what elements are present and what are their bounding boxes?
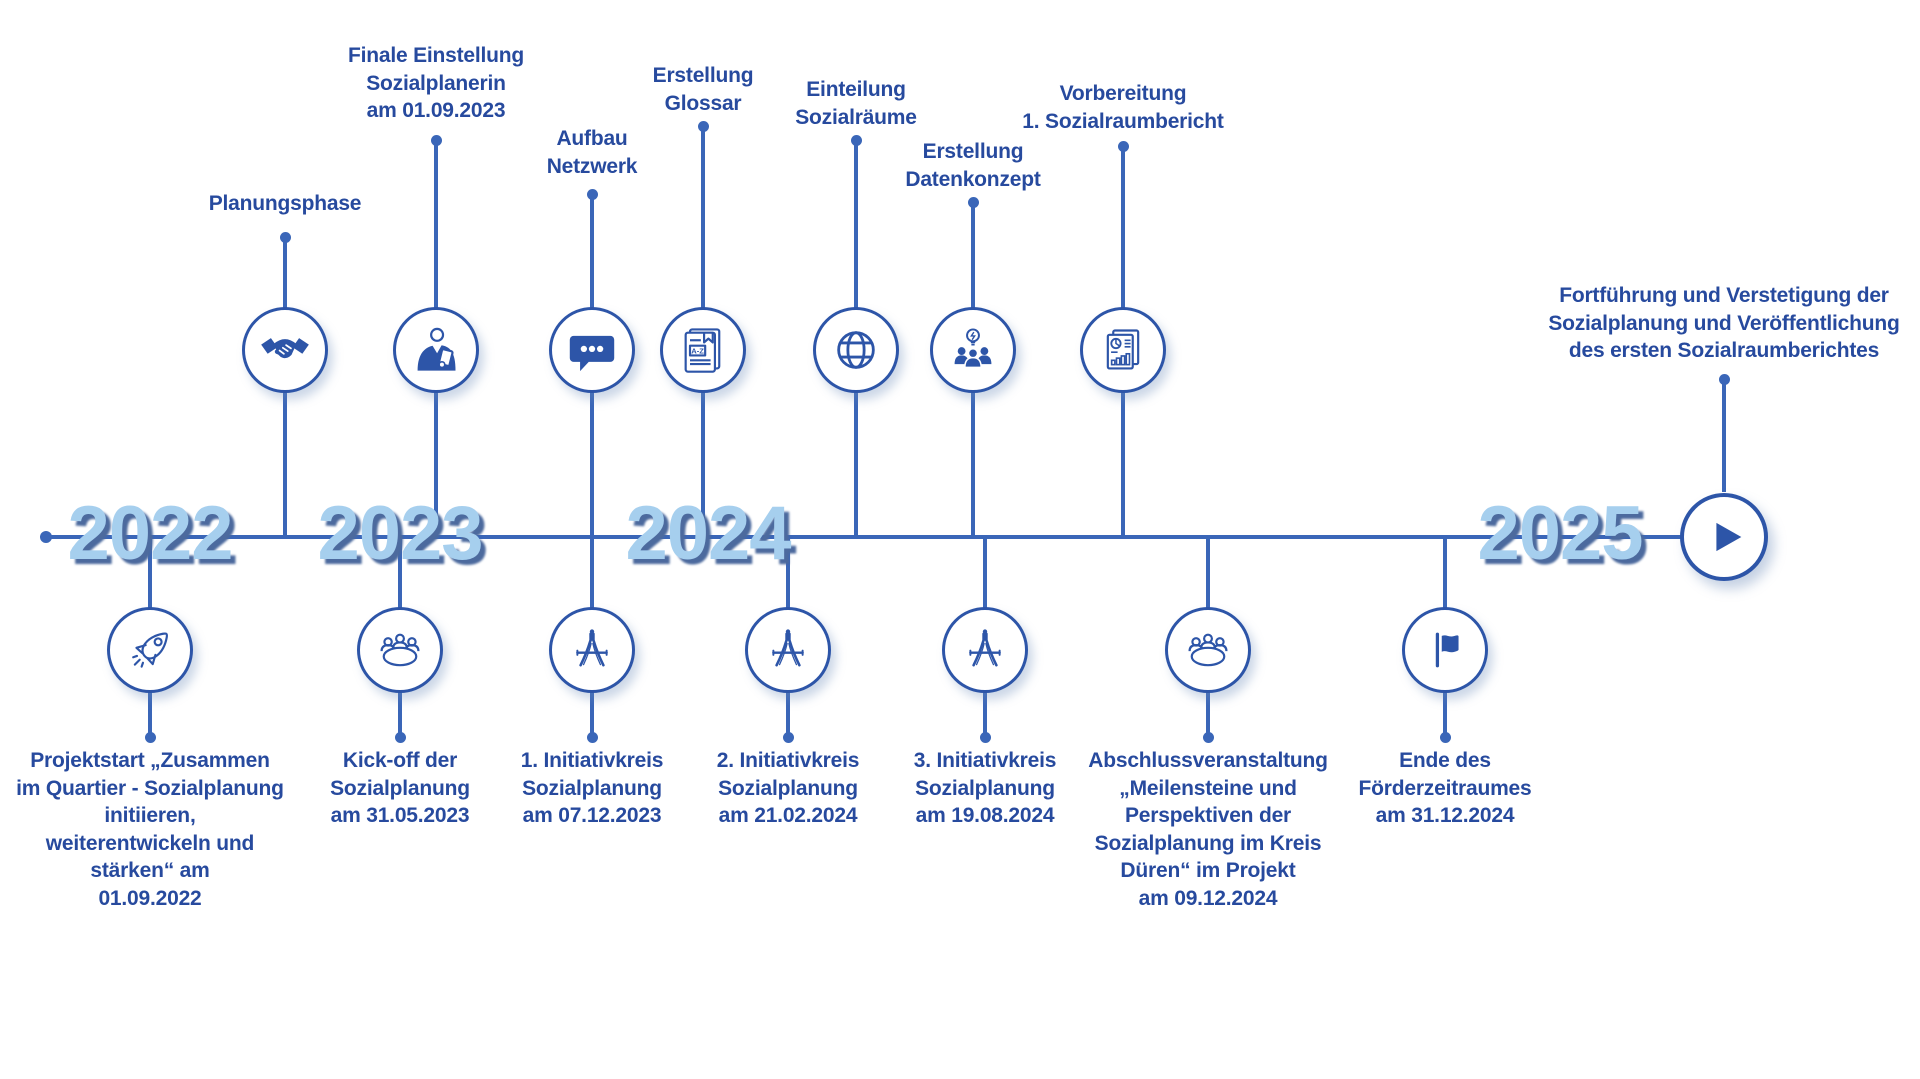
event-label: Fortführung und Verstetigung der Sozialp… (1548, 284, 1900, 362)
event-label: Finale Einstellung Sozialplanerin am 01.… (347, 44, 525, 122)
event-label: Ende des Förderzeitraumes am 31.12.2024 (1358, 749, 1532, 827)
event-label: Aufbau Netzwerk (546, 127, 638, 178)
rocket-icon (106, 606, 193, 693)
flag-icon (1401, 606, 1488, 693)
event-label: Planungsphase (208, 192, 362, 215)
connector-dot (394, 731, 406, 743)
year-2024: 2024 (625, 491, 791, 576)
event-label: Erstellung Datenkonzept (905, 140, 1041, 191)
connector-dot (1439, 731, 1451, 743)
team-idea-icon (929, 306, 1016, 393)
connector-dot (1718, 373, 1730, 385)
event-label: Projektstart „Zusammen im Quartier - Soz… (16, 749, 284, 910)
connector-dot (979, 731, 991, 743)
connector-dot (586, 188, 598, 200)
social-planner-icon (392, 306, 479, 393)
globe-icon (812, 306, 899, 393)
connector-dot (782, 731, 794, 743)
year-2023: 2023 (317, 491, 483, 576)
connector-dot (850, 134, 862, 146)
round-table-icon (1164, 606, 1251, 693)
report-icon (1079, 306, 1166, 393)
svg-text:A-Z: A-Z (691, 346, 704, 355)
play-button[interactable] (1680, 493, 1768, 581)
connector-dot (1202, 731, 1214, 743)
event-label: 2. Initiativkreis Sozialplanung am 21.02… (716, 749, 860, 827)
timeline-axis (45, 535, 1684, 539)
event-label: Vorbereitung 1. Sozialraumbericht (1022, 82, 1224, 133)
connector-dot (586, 731, 598, 743)
connector-dot (1117, 140, 1129, 152)
event-label: Einteilung Sozialräume (795, 78, 917, 129)
connector-line (1722, 379, 1726, 492)
connector-dot (430, 134, 442, 146)
speech-bubble-icon (548, 306, 635, 393)
timeline-start-dot (40, 531, 52, 543)
event-label: Erstellung Glossar (652, 64, 754, 115)
glossary-book-icon: A-Z (659, 306, 746, 393)
connector-dot (697, 120, 709, 132)
handshake-icon (241, 306, 328, 393)
compass-icon (744, 606, 831, 693)
compass-icon (941, 606, 1028, 693)
year-2025: 2025 (1477, 491, 1643, 576)
connector-dot (279, 231, 291, 243)
connector-dot (967, 196, 979, 208)
compass-icon (548, 606, 635, 693)
event-label: 3. Initiativkreis Sozialplanung am 19.08… (913, 749, 1057, 827)
connector-dot (144, 731, 156, 743)
event-label: Kick-off der Sozialplanung am 31.05.2023 (330, 749, 470, 827)
event-label: 1. Initiativkreis Sozialplanung am 07.12… (520, 749, 664, 827)
event-label: Abschlussveranstaltung „Meilensteine und… (1088, 749, 1328, 910)
round-table-icon (356, 606, 443, 693)
year-2022: 2022 (67, 491, 233, 576)
